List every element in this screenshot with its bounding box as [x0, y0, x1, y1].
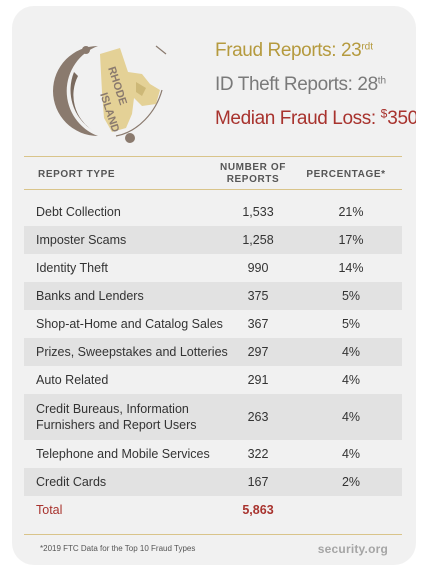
brand-logo: security.org [317, 542, 388, 556]
table-row: Credit Bureaus, Information Furnishers a… [24, 394, 402, 440]
infographic-card: RHODE ISLAND Fraud Reports: 23rdt ID The… [12, 6, 416, 565]
table-row: Prizes, Sweepstakes and Lotteries 297 4% [24, 338, 402, 366]
header-top-rule [24, 156, 402, 157]
col-header-report-type: REPORT TYPE [38, 169, 116, 180]
col-header-percentage: PERCENTAGE* [306, 169, 386, 180]
state-shape: RHODE ISLAND [97, 48, 160, 134]
total-row: Total 5,863 [36, 503, 274, 517]
stats-panel: Fraud Reports: 23rdt ID Theft Reports: 2… [215, 34, 416, 136]
header-bottom-rule [24, 189, 402, 190]
fraud-types-table: Debt Collection 1,533 21% Imposter Scams… [24, 198, 402, 524]
footer-rule [24, 534, 402, 535]
table-row: Banks and Lenders 375 5% [24, 282, 402, 310]
table-row: Telephone and Mobile Services 322 4% [36, 447, 361, 461]
table-row: Auto Related 291 4% [36, 373, 361, 387]
col-header-number-of-reports: NUMBER OF REPORTS [220, 162, 286, 185]
table-row: Identity Theft 990 14% [36, 261, 364, 275]
fraud-reports-stat: Fraud Reports: 23rdt [215, 40, 374, 61]
id-theft-reports-stat: ID Theft Reports: 28th [215, 74, 387, 95]
table-row: Imposter Scams 1,258 17% [24, 226, 402, 254]
table-row: Credit Cards 167 2% [24, 468, 402, 496]
logo-crescent [53, 46, 98, 136]
rhode-island-state-map-icon: RHODE ISLAND [53, 45, 167, 143]
footnote: *2019 FTC Data for the Top 10 Fraud Type… [40, 544, 196, 553]
table-row: Shop-at-Home and Catalog Sales 367 5% [36, 317, 361, 331]
median-fraud-loss-stat: Median Fraud Loss: $350 [215, 106, 416, 129]
logo-dot-bottom [125, 133, 135, 143]
table-row: Debt Collection 1,533 21% [36, 205, 364, 219]
